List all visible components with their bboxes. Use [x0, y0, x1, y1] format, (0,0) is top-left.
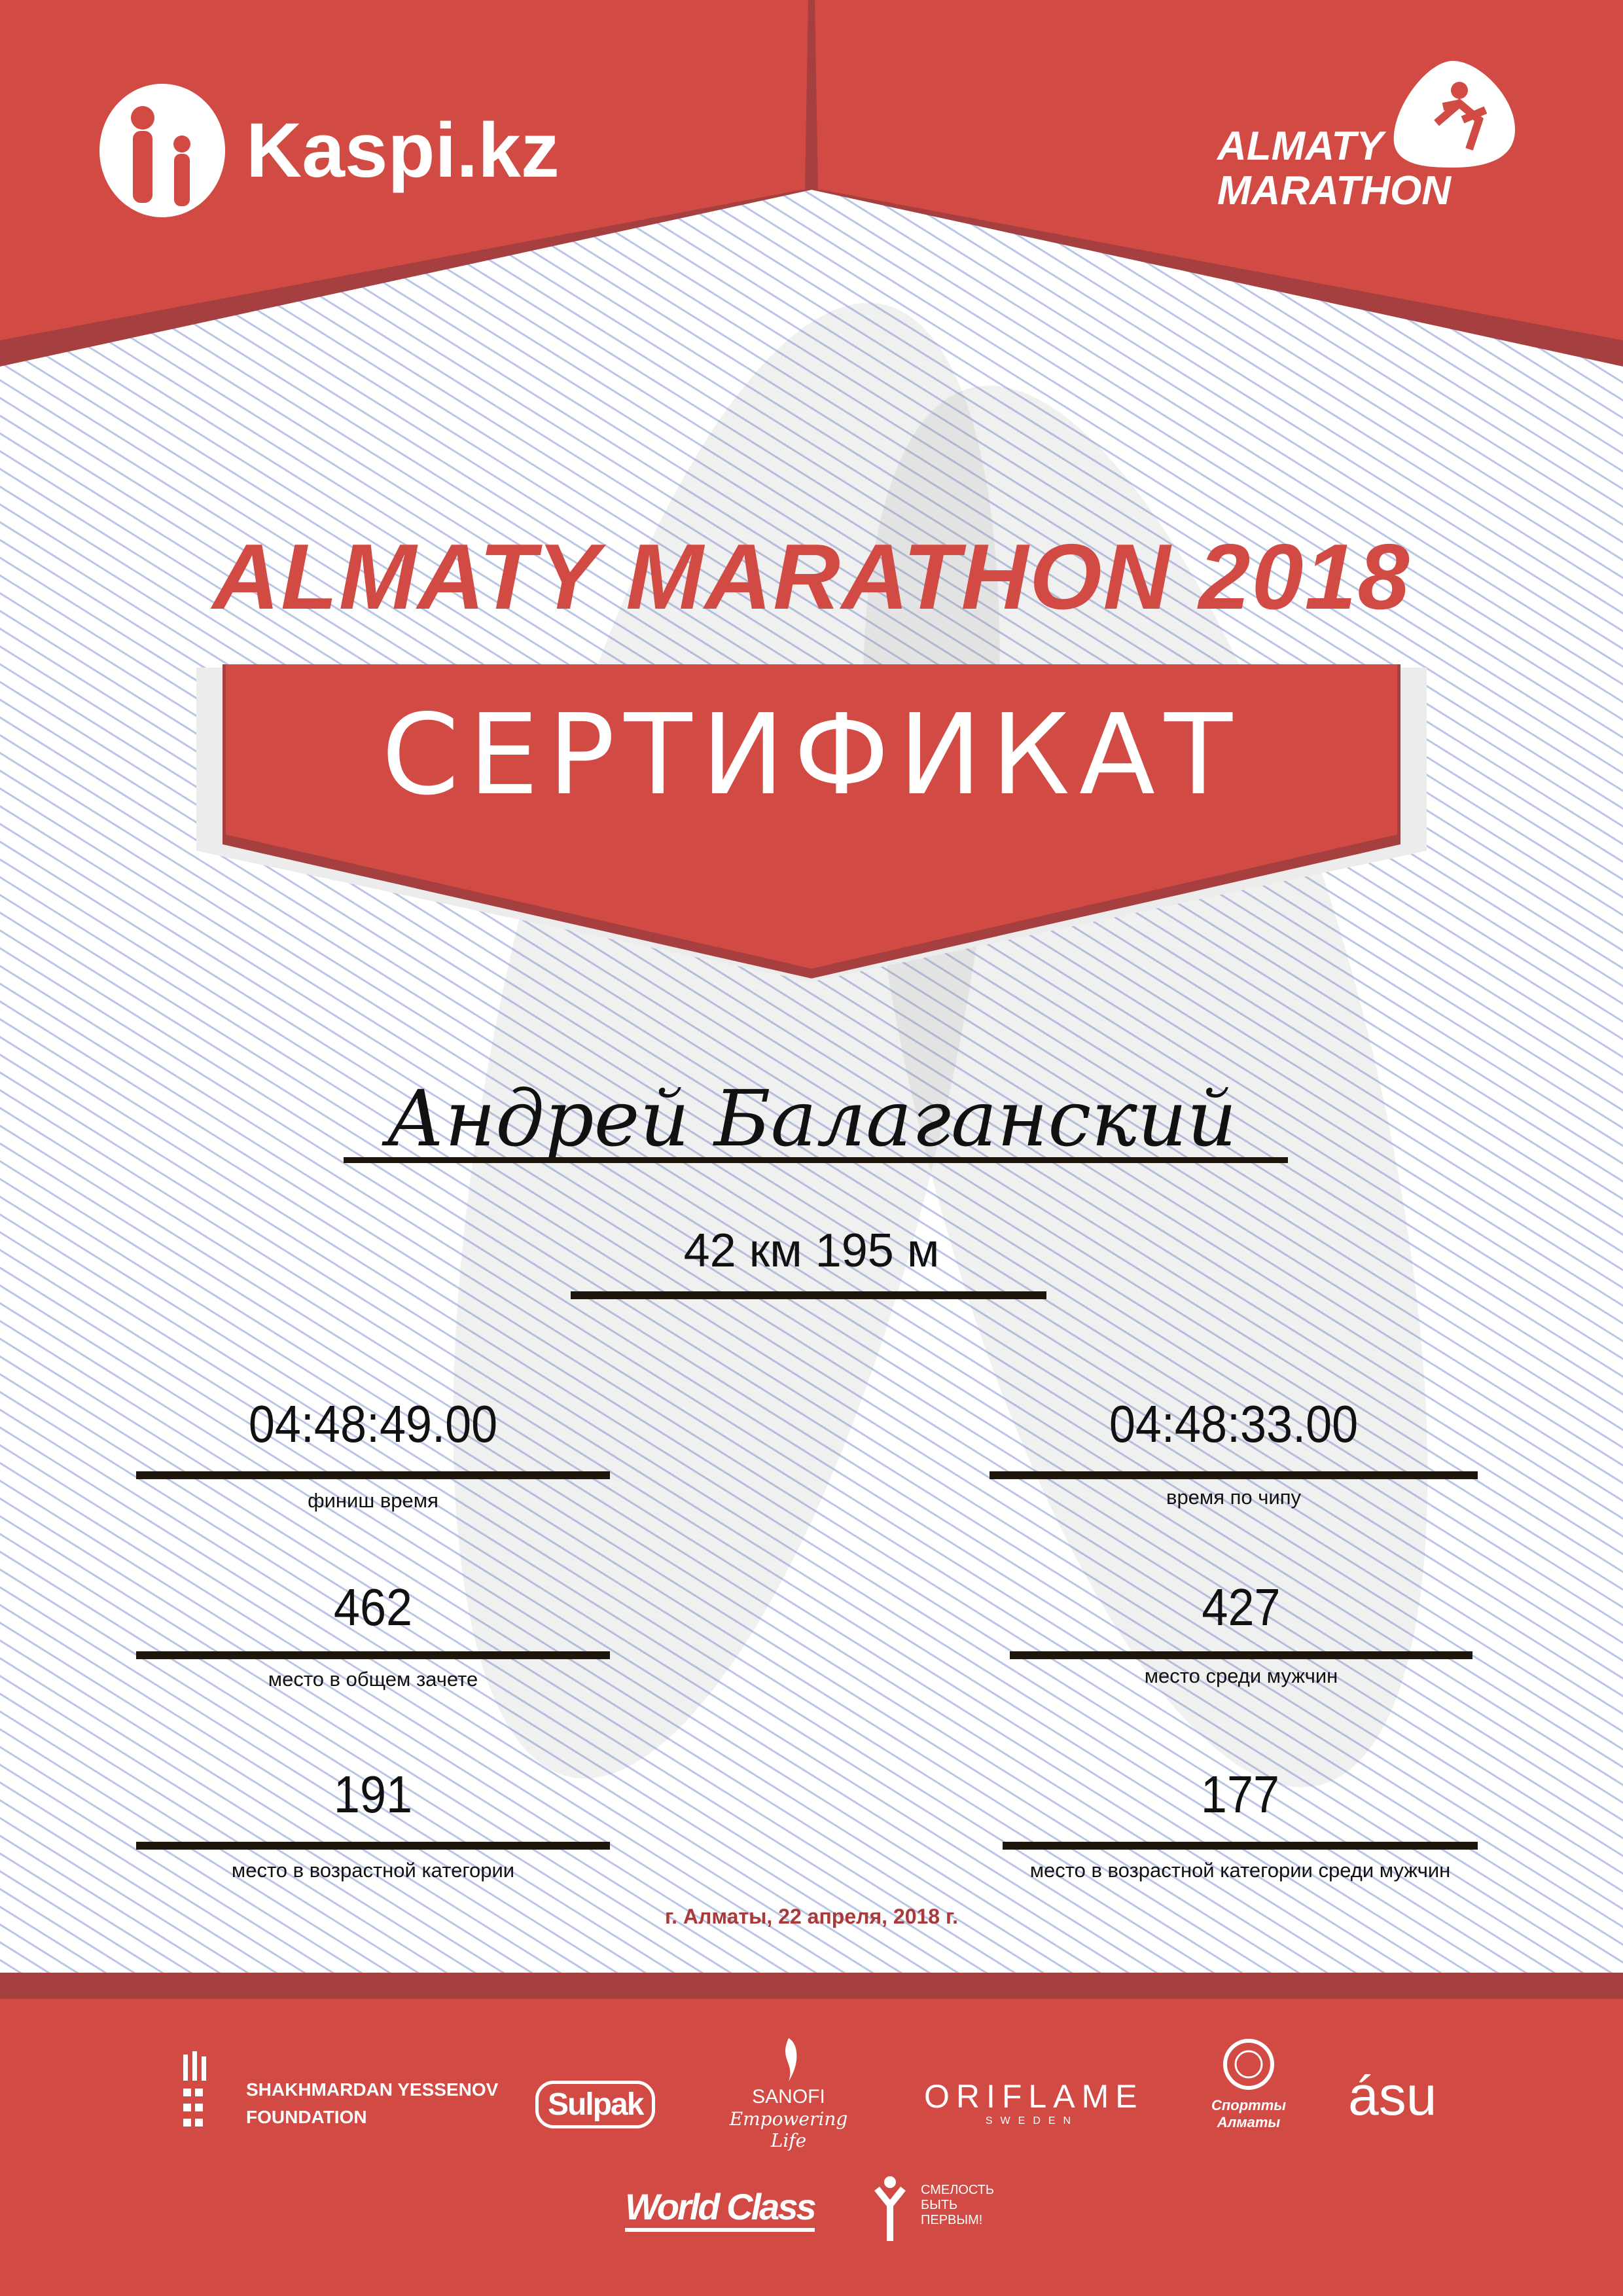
- issue-date: г. Алматы, 22 апреля, 2018 г.: [665, 1905, 958, 1928]
- overall-place-label: место в общем зачете: [268, 1668, 478, 1691]
- chip-time-label: время по чипу: [1166, 1486, 1302, 1509]
- oriflame-name: ORIFLAME: [924, 2078, 1144, 2115]
- oriflame-logo: ORIFLAME SWEDEN: [924, 2077, 1140, 2127]
- smelost-line3: ПЕРВЫМ!: [921, 2212, 983, 2227]
- distance-underline: [571, 1291, 1046, 1299]
- certificate-heading: СЕРТИФИКАТ: [382, 691, 1241, 820]
- chip-time-value: 04:48:33.00: [1109, 1395, 1359, 1453]
- age-men-place-label: место в возрастной категории среди мужчи…: [1029, 1859, 1451, 1882]
- yessenov-bars-icon: [183, 2051, 206, 2126]
- finish-time-value: 04:48:49.00: [248, 1395, 498, 1453]
- age-men-place-value: 177: [1200, 1765, 1280, 1823]
- marathon-text: MARATHON: [1217, 168, 1452, 213]
- age-place-value: 191: [333, 1765, 413, 1823]
- certificate-banner: [196, 664, 1427, 982]
- sport-almaty-logo: Спортты Алматы: [1203, 2035, 1294, 2131]
- sanofi-name: SANOFI: [752, 2086, 825, 2108]
- sport-almaty-text: Спортты Алматы: [1211, 2097, 1287, 2130]
- smelost-figure-icon: [874, 2176, 906, 2241]
- men-place-underline: [1010, 1651, 1472, 1659]
- sport-almaty-emblem-icon: [1223, 2039, 1274, 2090]
- yessenov-logo: SHAKHMARDAN YESSENOV FOUNDATION: [182, 2051, 498, 2130]
- yessenov-line1: SHAKHMARDAN YESSENOV: [246, 2079, 499, 2100]
- smelost-logo: СМЕЛОСТЬ БЫТЬ ПЕРВЫМ!: [867, 2166, 994, 2244]
- finish-time-label: финиш время: [308, 1489, 438, 1512]
- age-place-label: место в возрастной категории: [231, 1859, 515, 1882]
- overall-place-value: 462: [333, 1578, 413, 1636]
- chip-time-underline: [990, 1471, 1478, 1479]
- sanofi-bird-icon: [785, 2038, 797, 2081]
- worldclass-logo: World Class: [625, 2185, 817, 2232]
- almaty-text: ALMATY: [1217, 124, 1383, 169]
- kaspi-people-icon: [99, 84, 225, 217]
- asu-logo: ásu: [1348, 2065, 1437, 2126]
- name-underline: [344, 1157, 1288, 1163]
- sanofi-tagline: Empowering Life: [729, 2108, 848, 2151]
- sanofi-logo: SANOFI Empowering Life: [723, 2037, 854, 2151]
- age-place-underline: [136, 1842, 610, 1850]
- runner-icon: [1393, 61, 1515, 168]
- sulpak-logo: Sulpak: [535, 2081, 656, 2128]
- distance: 42 км 195 м: [683, 1225, 940, 1277]
- almaty-marathon-logo: ALMATY MARATHON: [1217, 58, 1525, 215]
- sponsors-footer: SHAKHMARDAN YESSENOV FOUNDATION Sulpak S…: [0, 1999, 1623, 2296]
- event-title: ALMATY MARATHON 2018: [212, 525, 1411, 629]
- participant-name: Андрей Балаганский: [386, 1073, 1237, 1164]
- smelost-line2: БЫТЬ: [921, 2197, 958, 2212]
- header-chevron: [0, 0, 1623, 367]
- overall-place-underline: [136, 1651, 610, 1659]
- kaspi-wordmark: Kaspi.kz: [246, 107, 560, 194]
- age-men-place-underline: [1003, 1842, 1478, 1850]
- kaspi-logo: Kaspi.kz: [97, 82, 560, 219]
- men-place-value: 427: [1202, 1578, 1281, 1636]
- smelost-line1: СМЕЛОСТЬ: [921, 2182, 995, 2197]
- oriflame-sub: SWEDEN: [985, 2115, 1079, 2126]
- men-place-label: место среди мужчин: [1144, 1664, 1338, 1687]
- footer-band: [0, 1973, 1623, 1999]
- yessenov-line2: FOUNDATION: [246, 2107, 367, 2127]
- striped-background: [0, 0, 1623, 1977]
- finish-time-underline: [136, 1471, 610, 1479]
